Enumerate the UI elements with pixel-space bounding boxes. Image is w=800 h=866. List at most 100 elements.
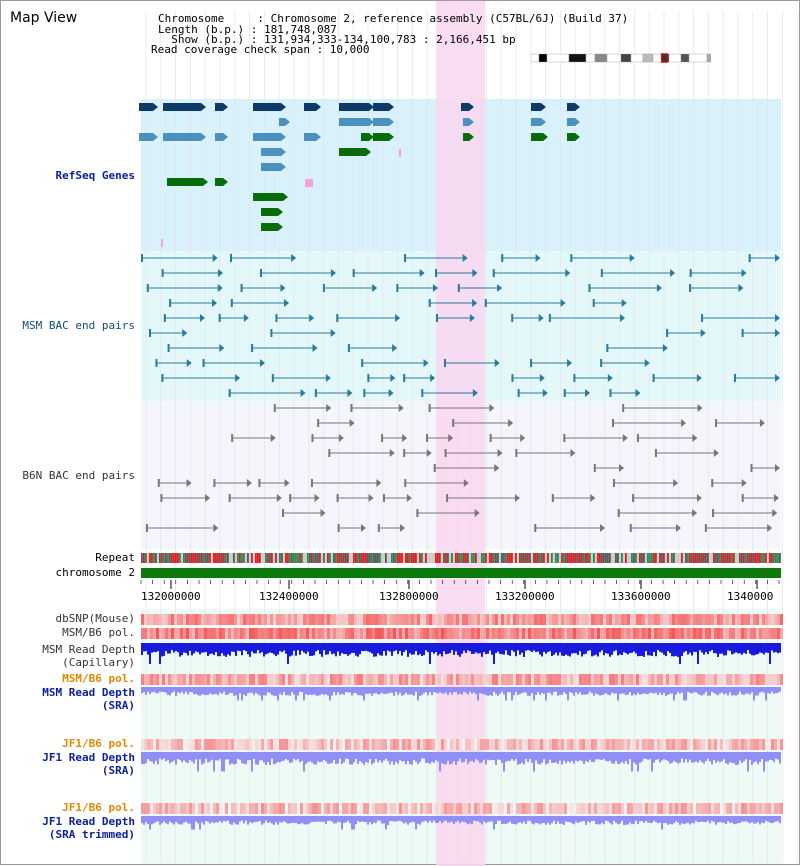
- msm-b6-pol-density: [732, 628, 735, 639]
- jf1-read-depth-sra-bar: [347, 752, 349, 760]
- dbsnp-density: [450, 614, 453, 625]
- msm-read-depth-capillary-bar: [349, 643, 351, 655]
- msm-b6-pol-density: [351, 628, 354, 639]
- msm-read-depth-capillary-bar: [591, 643, 593, 657]
- jf1-b6-pol-trim-density: [408, 803, 411, 814]
- jf1-read-depth-sra-bar: [487, 752, 489, 760]
- repeat-feature: [413, 553, 415, 563]
- msm-read-depth-capillary-bar: [551, 643, 553, 657]
- dbsnp-density: [774, 614, 777, 625]
- dbsnp-density: [555, 614, 558, 625]
- msm-b6-pol-density: [282, 628, 285, 639]
- msm-b6-pol-sra-density: [186, 674, 189, 685]
- jf1-read-depth-sra-bar: [527, 752, 529, 763]
- jf1-b6-pol-density: [735, 739, 738, 750]
- jf1-read-depth-sra-bar: [403, 752, 405, 762]
- jf1-read-depth-trimmed-bar: [157, 816, 159, 822]
- dbsnp-density: [423, 614, 426, 625]
- jf1-read-depth-trimmed-bar: [293, 816, 295, 823]
- jf1-b6-pol-density: [675, 739, 678, 750]
- msm-read-depth-sra-bar: [557, 687, 559, 696]
- msm-read-depth-capillary-bar: [203, 643, 205, 653]
- msm-read-depth-sra-bar: [183, 687, 185, 695]
- jf1-read-depth-sra-bar: [723, 752, 725, 760]
- jf1-read-depth-sra-bar: [293, 752, 295, 759]
- b6n-bac-pair-end: [712, 509, 715, 517]
- jf1-read-depth-trimmed-bar: [453, 816, 455, 824]
- msm-read-depth-capillary-bar: [185, 643, 187, 654]
- msm-b6-pol-sra-density: [375, 674, 378, 685]
- repeat-feature: [553, 553, 555, 563]
- jf1-read-depth-sra-bar: [753, 752, 755, 763]
- msm-b6-pol-density: [717, 628, 720, 639]
- gene-strand-arrow: [283, 193, 288, 201]
- jf1-read-depth-sra-bar: [407, 752, 409, 762]
- msm-read-depth-capillary-bar: [767, 643, 769, 653]
- jf1-read-depth-trimmed-bar: [191, 816, 193, 830]
- jf1-read-depth-trimmed-bar: [695, 816, 697, 821]
- repeat-feature: [325, 553, 327, 563]
- jf1-b6-pol-trim-density: [321, 803, 324, 814]
- jf1-read-depth-sra-bar: [395, 752, 397, 762]
- msm-read-depth-sra-bar: [769, 687, 771, 694]
- msm-b6-pol-density: [672, 628, 675, 639]
- msm-b6-pol-density: [720, 628, 723, 639]
- msm-b6-pol-sra-density: [432, 674, 435, 685]
- chromosome-ideogram[interactable]: [531, 53, 711, 63]
- msm-read-depth-sra-bar: [205, 687, 207, 696]
- msm-read-depth-capillary-bar: [635, 643, 637, 654]
- msm-b6-pol-sra-density: [687, 674, 690, 685]
- gene-feature: [163, 133, 201, 141]
- msm-b6-pol-density: [258, 628, 261, 639]
- msm-bac-pair-end: [199, 314, 205, 322]
- msm-read-depth-capillary-bar: [179, 643, 181, 657]
- jf1-b6-pol-density: [150, 739, 153, 750]
- msm-read-depth-capillary-bar: [689, 643, 691, 653]
- jf1-b6-pol-trim-density: [378, 803, 381, 814]
- jf1-read-depth-trimmed-bar: [153, 816, 155, 824]
- msm-read-depth-sra-bar: [193, 687, 195, 695]
- jf1-read-depth-sra-bar: [683, 752, 685, 763]
- msm-b6-pol-density: [198, 628, 201, 639]
- msm-read-depth-capillary-bar: [525, 643, 527, 651]
- dbsnp-density: [510, 614, 513, 625]
- jf1-read-depth-sra-bar: [643, 752, 645, 759]
- jf1-b6-pol-density: [255, 739, 258, 750]
- msm-read-depth-capillary-bar: [751, 643, 753, 656]
- jf1-read-depth-sra-bar: [301, 752, 303, 761]
- jf1-read-depth-trimmed-bar: [429, 816, 431, 821]
- dbsnp-density: [720, 614, 723, 625]
- jf1-b6-pol-trim-density: [765, 803, 768, 814]
- b6n-bac-pair-end: [376, 479, 382, 487]
- msm-read-depth-capillary-bar: [161, 643, 163, 657]
- msm-read-depth-sra-bar: [565, 687, 567, 695]
- msm-read-depth-sra-bar: [343, 687, 345, 695]
- gene-feature: [567, 103, 575, 111]
- msm-read-depth-capillary-bar: [723, 643, 725, 656]
- jf1-read-depth-trimmed-bar: [629, 816, 631, 823]
- jf1-read-depth-sra-bar: [583, 752, 585, 764]
- gene-feature: [279, 118, 285, 126]
- msm-bac-pair-end: [372, 284, 378, 292]
- dbsnp-density: [162, 614, 165, 625]
- dbsnp-density: [171, 614, 174, 625]
- msm-b6-pol-density: [189, 628, 192, 639]
- msm-b6-pol-sra-density: [171, 674, 174, 685]
- b6n-bac-pair-end: [692, 509, 698, 517]
- msm-read-depth-capillary-bar: [575, 643, 577, 654]
- msm-b6-pol-sra-density: [204, 674, 207, 685]
- msm-read-depth-sra-bar: [467, 687, 469, 695]
- msm-read-depth-sra-bar: [329, 687, 331, 701]
- msm-b6-pol-density: [507, 628, 510, 639]
- ideogram-band: [630, 53, 644, 63]
- msm-read-depth-capillary-bar: [187, 643, 189, 656]
- jf1-read-depth-trimmed-bar: [259, 816, 261, 821]
- jf1-read-depth-trimmed-bar: [601, 816, 603, 823]
- jf1-b6-pol-density: [567, 739, 570, 750]
- jf1-b6-pol-density: [738, 739, 741, 750]
- b6n-bac-pair-end: [276, 494, 282, 502]
- dbsnp-density: [477, 614, 480, 625]
- msm-bac-pair-end: [291, 254, 297, 262]
- msm-read-depth-sra-bar: [755, 687, 757, 696]
